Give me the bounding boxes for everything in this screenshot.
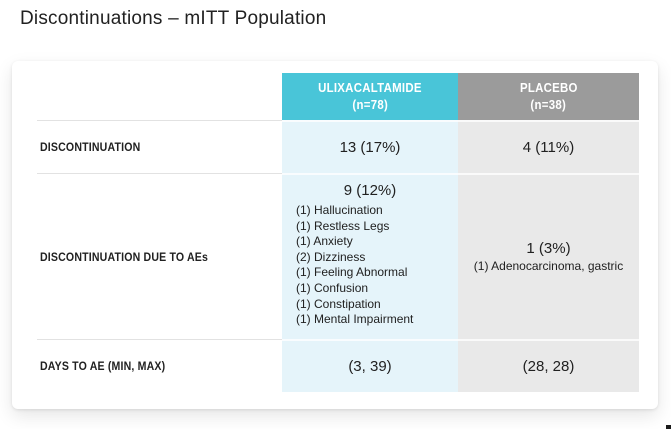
table-corner-cell bbox=[37, 73, 282, 120]
cell-days-to-ae-placebo: (28, 28) bbox=[458, 339, 639, 392]
ae-event-item: (1) Restless Legs bbox=[296, 218, 390, 233]
days-to-ae-placebo-value: (28, 28) bbox=[522, 358, 575, 375]
row-label-discontinuation-due-to-aes: DISCONTINUATION DUE TO AEs bbox=[37, 173, 282, 339]
ae-event-item: (1) Anxiety bbox=[296, 234, 353, 249]
column-header-placebo: PLACEBO (n=38) bbox=[458, 73, 639, 120]
ae-event-item: (1) Adenocarcinoma, gastric bbox=[473, 258, 624, 273]
ulixacaltamide-header-name: ULIXACALTAMIDE bbox=[318, 80, 422, 96]
ulixacaltamide-header-n: (n=78) bbox=[352, 96, 388, 112]
placebo-header-n: (n=38) bbox=[530, 96, 567, 112]
row-label-discontinuation-due-to-aes-text: DISCONTINUATION DUE TO AEs bbox=[40, 249, 209, 264]
table-card: ULIXACALTAMIDE (n=78) PLACEBO (n=38) DIS… bbox=[12, 61, 658, 409]
days-to-ae-ulixacaltamide-value: (3, 39) bbox=[348, 358, 392, 375]
ae-event-item: (2) Dizziness bbox=[296, 249, 366, 264]
row-label-discontinuation-text: DISCONTINUATION bbox=[40, 140, 141, 154]
row-label-days-to-ae-text: DAYS TO AE (MIN, MAX) bbox=[40, 359, 166, 373]
row-label-discontinuation: DISCONTINUATION bbox=[37, 120, 282, 173]
ae-event-item: (1) Confusion bbox=[296, 280, 369, 295]
corner-artifact bbox=[666, 425, 671, 429]
aes-placebo-value: 1 (3%) bbox=[526, 239, 571, 257]
discontinuations-table: ULIXACALTAMIDE (n=78) PLACEBO (n=38) DIS… bbox=[37, 73, 639, 392]
cell-days-to-ae-ulixacaltamide: (3, 39) bbox=[282, 339, 458, 392]
discontinuation-ulixacaltamide-value: 13 (17%) bbox=[339, 139, 401, 156]
ae-event-item: (1) Mental Impairment bbox=[296, 312, 414, 327]
ae-event-item: (1) Feeling Abnormal bbox=[296, 265, 408, 280]
column-header-ulixacaltamide: ULIXACALTAMIDE (n=78) bbox=[282, 73, 458, 120]
ae-event-item: (1) Constipation bbox=[296, 296, 381, 311]
row-label-days-to-ae: DAYS TO AE (MIN, MAX) bbox=[37, 339, 282, 392]
page-title: Discontinuations – mITT Population bbox=[20, 8, 327, 29]
cell-discontinuation-placebo: 4 (11%) bbox=[458, 120, 639, 173]
cell-aes-ulixacaltamide: 9 (12%) (1) Hallucination (1) Restless L… bbox=[282, 173, 458, 339]
placebo-header-name: PLACEBO bbox=[519, 80, 578, 96]
aes-ulixacaltamide-value: 9 (12%) bbox=[343, 182, 397, 199]
cell-aes-placebo: 1 (3%) (1) Adenocarcinoma, gastric bbox=[458, 173, 639, 339]
ae-event-item: (1) Hallucination bbox=[296, 203, 383, 217]
cell-discontinuation-ulixacaltamide: 13 (17%) bbox=[282, 120, 458, 173]
discontinuation-placebo-value: 4 (11%) bbox=[522, 139, 575, 156]
aes-ulixacaltamide-event-list: (1) Hallucination (1) Restless Legs (1) … bbox=[282, 203, 458, 328]
